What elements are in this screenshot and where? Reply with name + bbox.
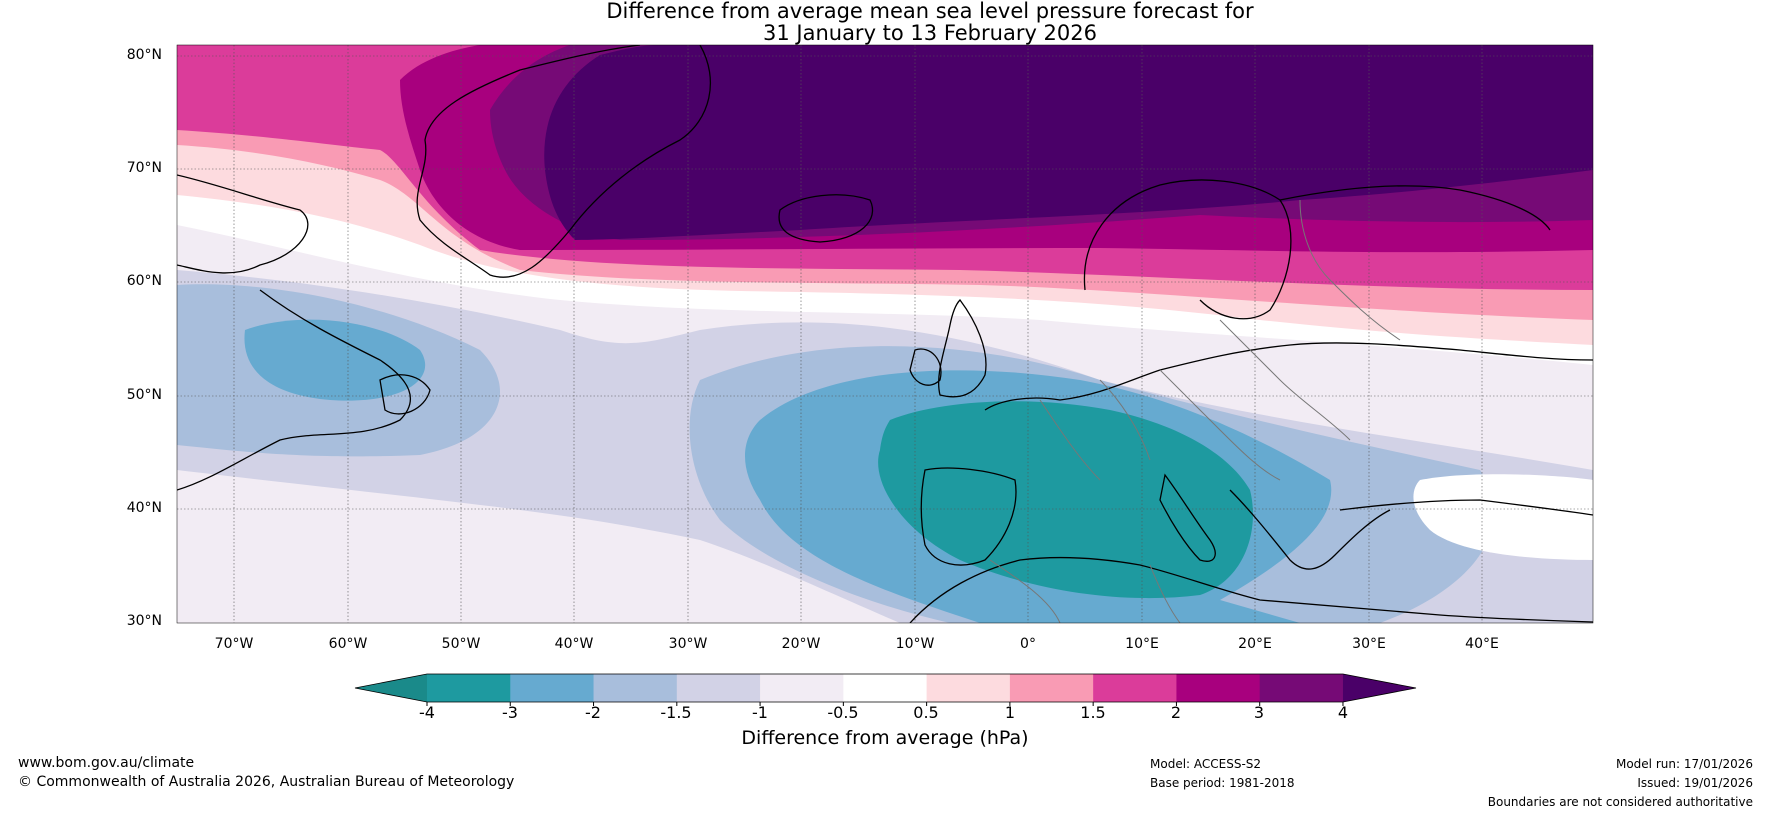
colorbar-tick: -2 xyxy=(585,703,601,722)
lat-label-80n: 80°N xyxy=(126,47,162,63)
colorbar-tick: -1 xyxy=(752,703,768,722)
map-frame xyxy=(176,44,1594,624)
lon-label-10e: 10°E xyxy=(1125,636,1159,652)
colorbar-bin xyxy=(1093,674,1177,702)
colorbar-tick: 2 xyxy=(1170,703,1182,722)
colorbar-tick: 4 xyxy=(1337,703,1349,722)
footer-disclaimer: Boundaries are not considered authoritat… xyxy=(1487,795,1753,809)
coastlines xyxy=(177,45,1593,623)
lon-label-60w: 60°W xyxy=(328,636,368,652)
colorbar-bin xyxy=(760,674,844,702)
country-borders xyxy=(989,199,1401,623)
lon-label-10w: 10°W xyxy=(895,636,935,652)
colorbar-extend-low xyxy=(355,674,427,702)
lon-label-30w: 30°W xyxy=(668,636,708,652)
lon-label-20w: 20°W xyxy=(781,636,821,652)
footer-model: Model: ACCESS-S2 xyxy=(1150,757,1262,771)
lon-label-40w: 40°W xyxy=(554,636,594,652)
map-title-line1: Difference from average mean sea level p… xyxy=(606,0,1254,23)
lon-label-70w: 70°W xyxy=(214,636,254,652)
colorbar-bin xyxy=(593,674,678,702)
graticule xyxy=(177,45,1593,623)
footer-base-period: Base period: 1981-2018 xyxy=(1150,776,1295,790)
lon-label-20e: 20°E xyxy=(1238,636,1272,652)
colorbar-bin xyxy=(1176,674,1261,702)
map-title-line2: 31 January to 13 February 2026 xyxy=(762,21,1097,45)
colorbar-tick: 0.5 xyxy=(913,703,939,722)
lat-label-40n: 40°N xyxy=(126,500,162,516)
colorbar-bin xyxy=(676,674,761,702)
colorbar-tick: -3 xyxy=(502,703,518,722)
colorbar-tick: -1.5 xyxy=(660,703,692,722)
colorbar-bin xyxy=(926,674,1011,702)
colorbar-bin xyxy=(1259,674,1344,702)
colorbar-tick: 3 xyxy=(1253,703,1265,722)
colorbar-tick: 1 xyxy=(1004,703,1016,722)
colorbar-bin xyxy=(1009,674,1094,702)
lat-label-50n: 50°N xyxy=(126,387,162,403)
colorbar-bin xyxy=(510,674,595,702)
colorbar-tick: -4 xyxy=(419,703,435,722)
pressure-anomaly-map xyxy=(177,45,1593,623)
lat-label-30n: 30°N xyxy=(126,613,162,629)
colorbar-extend-high xyxy=(1342,674,1416,702)
lon-label-40e: 40°E xyxy=(1465,636,1499,652)
footer-website[interactable]: www.bom.gov.au/climate xyxy=(18,755,195,771)
footer-issued: Issued: 19/01/2026 xyxy=(1637,776,1753,790)
footer-model-run: Model run: 17/01/2026 xyxy=(1615,757,1753,771)
footer-copyright: © Commonwealth of Australia 2026, Austra… xyxy=(18,774,515,790)
anomaly-contour-minus-4 xyxy=(878,401,1253,599)
colorbar-tick: -0.5 xyxy=(827,703,859,722)
lon-label-30e: 30°E xyxy=(1352,636,1386,652)
colorbar xyxy=(354,673,1417,706)
colorbar-bin xyxy=(843,674,928,702)
lat-label-70n: 70°N xyxy=(126,160,162,176)
colorbar-tick: 1.5 xyxy=(1080,703,1106,722)
lon-label-0: 0° xyxy=(1020,636,1036,652)
lon-label-50w: 50°W xyxy=(441,636,481,652)
lat-label-60n: 60°N xyxy=(126,273,162,289)
colorbar-bin xyxy=(427,674,511,702)
colorbar-title: Difference from average (hPa) xyxy=(741,727,1029,749)
anomaly-contour-white-se xyxy=(1413,474,1593,560)
